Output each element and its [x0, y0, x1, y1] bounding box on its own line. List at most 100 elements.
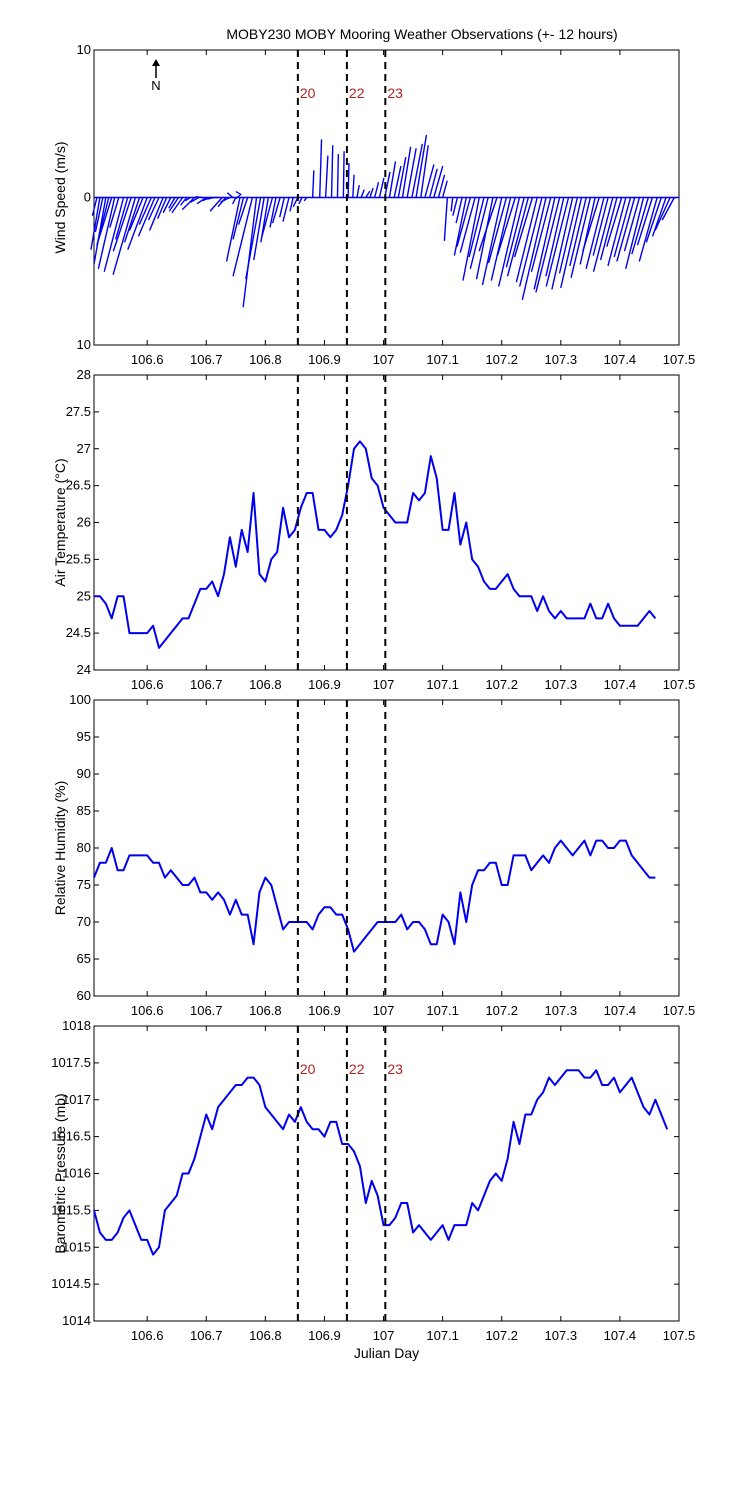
north-arrow-label: N [151, 78, 160, 93]
wind-vector [269, 196, 277, 228]
wind-vector [515, 196, 538, 283]
wind-vector [232, 196, 237, 205]
wind-vector [238, 196, 249, 225]
x-tick-label: 107.3 [545, 1328, 578, 1343]
north-arrow-head-icon [152, 59, 160, 66]
wind-vector [209, 196, 223, 212]
wind-vector [347, 162, 350, 199]
wind-vector [97, 196, 110, 240]
wind-vector [272, 196, 281, 224]
wind-vector [311, 170, 315, 199]
wind-vector [592, 196, 609, 256]
wind-vector [181, 196, 196, 211]
wind-vector [415, 134, 428, 199]
wind-vector [168, 196, 176, 209]
wind-vector [533, 196, 556, 290]
wind-vector [592, 196, 614, 272]
wind-vector [373, 182, 380, 199]
wind-vector [579, 196, 596, 265]
y-tick-label: 26.5 [66, 478, 91, 493]
wind-vector [450, 196, 454, 212]
wind-vector [232, 196, 254, 277]
wind-vector [149, 196, 164, 231]
wind-vector [298, 196, 303, 205]
wind-vector [129, 196, 144, 231]
event-marker-label: 20 [300, 1061, 316, 1077]
wind-vector [443, 196, 449, 241]
wind-vector [397, 156, 407, 199]
wind-vector [481, 196, 503, 286]
wind-vector [585, 196, 605, 269]
y-tick-label: 28 [77, 367, 91, 382]
x-tick-label: 106.9 [308, 1003, 341, 1018]
x-tick-label: 107.3 [545, 1003, 578, 1018]
wind-vector [625, 196, 645, 269]
y-tick-label: 1018 [62, 1018, 91, 1033]
y-tick-label: 80 [77, 840, 91, 855]
wind-vector [545, 196, 570, 287]
wind-vector [112, 196, 132, 252]
x-tick-label: 107.1 [426, 677, 459, 692]
x-tick-label: 106.7 [190, 677, 223, 692]
wind-vector [453, 196, 467, 256]
wind-vector [190, 196, 200, 203]
wind-vector [242, 196, 258, 308]
wind-vector [356, 184, 360, 199]
y-tick-label: 85 [77, 803, 91, 818]
x-tick-label: 107.2 [485, 1328, 518, 1343]
wind-vector [207, 196, 215, 200]
wind-vector [582, 196, 600, 252]
wind-vector [90, 196, 101, 250]
x-tick-label: 107.4 [604, 352, 637, 367]
wind-vector [103, 196, 125, 272]
figure-title: MOBY230 MOBY Mooring Weather Observation… [226, 26, 617, 42]
wind-vector [521, 196, 547, 300]
x-tick-label: 106.7 [190, 1328, 223, 1343]
x-tick-label: 107 [373, 1003, 395, 1018]
wind-vector [185, 196, 192, 202]
wind-vector [469, 196, 489, 269]
event-marker-label: 22 [349, 85, 365, 101]
y-tick-label: 1015.5 [51, 1202, 91, 1217]
wind-vector [468, 196, 485, 258]
data-line [93, 839, 656, 953]
y-tick-label: 90 [77, 766, 91, 781]
x-tick-label: 106.8 [249, 1328, 282, 1343]
y-tick-label: 26 [77, 515, 91, 530]
wind-vector [378, 177, 385, 199]
y-tick-label: 1017 [62, 1092, 91, 1107]
wind-vector [253, 196, 265, 261]
x-tick-label: 106.8 [249, 677, 282, 692]
wind-vector [220, 196, 231, 203]
wind-vector [530, 196, 552, 272]
wind-vector [96, 196, 113, 246]
wind-vector [661, 196, 675, 221]
x-tick-label: 107.2 [485, 1003, 518, 1018]
wind-vector [490, 196, 512, 281]
wind-vector [232, 196, 245, 240]
wind-vector [456, 196, 472, 247]
y-axis-label: Wind Speed (m/s) [52, 141, 68, 253]
event-marker-label: 23 [387, 1061, 403, 1077]
wind-vector [127, 196, 148, 250]
x-tick-label: 106.9 [308, 677, 341, 692]
wind-vector [245, 196, 262, 280]
wind-vector [330, 145, 334, 199]
wind-vector [600, 196, 618, 261]
wind-vector [282, 196, 290, 222]
y-tick-label: 70 [77, 914, 91, 929]
wind-vector [475, 196, 494, 280]
wind-vector [369, 187, 374, 199]
wind-vector [91, 196, 98, 216]
wind-vector [303, 196, 308, 202]
x-tick-label: 106.8 [249, 352, 282, 367]
wind-vector [569, 196, 587, 267]
wind-vector [455, 196, 463, 224]
x-tick-label: 107.5 [663, 677, 696, 692]
y-tick-label: 100 [69, 692, 91, 707]
wind-vector [478, 196, 498, 252]
y-tick-label: 24.5 [66, 625, 91, 640]
x-tick-label: 107.1 [426, 1003, 459, 1018]
